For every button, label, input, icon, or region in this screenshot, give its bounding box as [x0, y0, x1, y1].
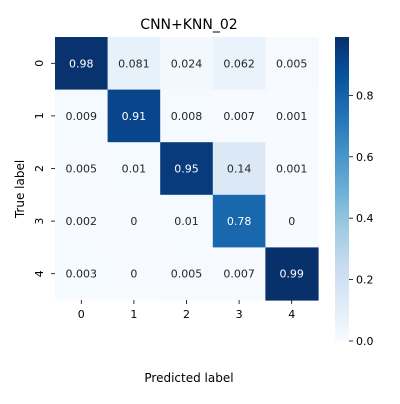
- cell-value-label: 0: [130, 215, 137, 228]
- y-axis: 0 1 2 3 4: [33, 60, 55, 277]
- heatmap-cell-4-4: [265, 247, 319, 301]
- heatmap-cell-1-2: [160, 89, 214, 143]
- cell-value-label: 0: [288, 215, 295, 228]
- heatmap-cell-1-0: [55, 89, 109, 143]
- heatmap-cell-3-3: [212, 194, 266, 248]
- heatmap-cell-0-3: [212, 37, 266, 91]
- cell-value-label: 0.98: [69, 57, 94, 70]
- cell-value-label: 0.007: [223, 268, 255, 281]
- x-tick-label: 0: [78, 308, 85, 321]
- colorbar-tick-label: 0.8: [356, 89, 374, 102]
- cell-value-label: 0.003: [66, 268, 98, 281]
- x-axis: 0 1 2 3 4: [78, 300, 295, 321]
- cell-value-label: 0.001: [276, 163, 308, 176]
- heatmap-cell-4-3: [212, 247, 266, 301]
- heatmap-cell-1-3: [212, 89, 266, 143]
- heatmap-cell-0-4: [265, 37, 319, 91]
- heatmap-cell-2-1: [107, 142, 161, 196]
- x-axis-label: Predicted label: [144, 371, 233, 385]
- cell-value-label: 0.062: [223, 57, 255, 70]
- cell-value-label: 0.01: [174, 215, 199, 228]
- cell-value-label: 0.14: [227, 163, 252, 176]
- x-tick-label: 4: [288, 308, 295, 321]
- colorbar-tick-label: 0.6: [356, 151, 374, 164]
- x-tick-label: 2: [183, 308, 190, 321]
- y-tick-label: 3: [33, 218, 46, 225]
- cell-value-label: 0.01: [122, 163, 147, 176]
- cell-value-label: 0: [130, 268, 137, 281]
- cell-value-label: 0.005: [66, 163, 98, 176]
- heatmap-cell-4-0: [55, 247, 109, 301]
- heatmap-cell-0-1: [107, 37, 161, 91]
- heatmap-cells: 0.98 0.081 0.024 0.062 0.005 0.009 0.91 0.008 0.…: [55, 37, 319, 301]
- heatmap-cell-3-2: [160, 194, 214, 248]
- heatmap-cell-1-1: [107, 89, 161, 143]
- heatmap-cell-3-4: [265, 194, 319, 248]
- heatmap-cell-3-0: [55, 194, 109, 248]
- y-tick-label: 2: [33, 165, 46, 172]
- heatmap-cell-2-0: [55, 142, 109, 196]
- cell-value-label: 0.024: [171, 57, 203, 70]
- colorbar-tick-label: 0.4: [356, 212, 374, 225]
- colorbar: 0.0 0.2 0.4 0.6 0.8: [335, 37, 374, 348]
- cell-value-label: 0.95: [174, 163, 199, 176]
- cell-value-label: 0.78: [227, 215, 252, 228]
- heatmap-cell-0-0: [55, 37, 109, 91]
- heatmap-cell-0-2: [160, 37, 214, 91]
- x-tick-label: 1: [130, 308, 137, 321]
- y-tick-label: 1: [33, 112, 46, 119]
- cell-value-label: 0.005: [276, 57, 308, 70]
- heatmap-cell-4-1: [107, 247, 161, 301]
- heatmap-cell-2-4: [265, 142, 319, 196]
- cell-value-label: 0.99: [279, 268, 304, 281]
- cell-value-label: 0.008: [171, 110, 203, 123]
- cell-value-label: 0.001: [276, 110, 308, 123]
- cell-value-label: 0.91: [122, 110, 147, 123]
- cell-value-label: 0.002: [66, 215, 98, 228]
- colorbar-ticks: 0.0 0.2 0.4 0.6 0.8: [349, 89, 374, 348]
- y-tick-label: 4: [33, 270, 46, 277]
- chart-title: CNN+KNN_02: [140, 17, 237, 33]
- colorbar-tick-label: 0.2: [356, 274, 374, 287]
- heatmap-cell-2-3: [212, 142, 266, 196]
- cell-value-label: 0.081: [118, 57, 150, 70]
- heatmap-cell-4-2: [160, 247, 214, 301]
- y-tick-label: 0: [33, 60, 46, 67]
- heatmap-cell-3-1: [107, 194, 161, 248]
- cell-value-label: 0.005: [171, 268, 203, 281]
- y-axis-label: True label: [13, 160, 27, 219]
- x-tick-label: 3: [236, 308, 243, 321]
- heatmap-cell-1-4: [265, 89, 319, 143]
- heatmap-cell-2-2: [160, 142, 214, 196]
- colorbar-tick-label: 0.0: [356, 335, 374, 348]
- colorbar-gradient: [335, 37, 349, 341]
- cell-value-label: 0.007: [223, 110, 255, 123]
- cell-value-label: 0.009: [66, 110, 98, 123]
